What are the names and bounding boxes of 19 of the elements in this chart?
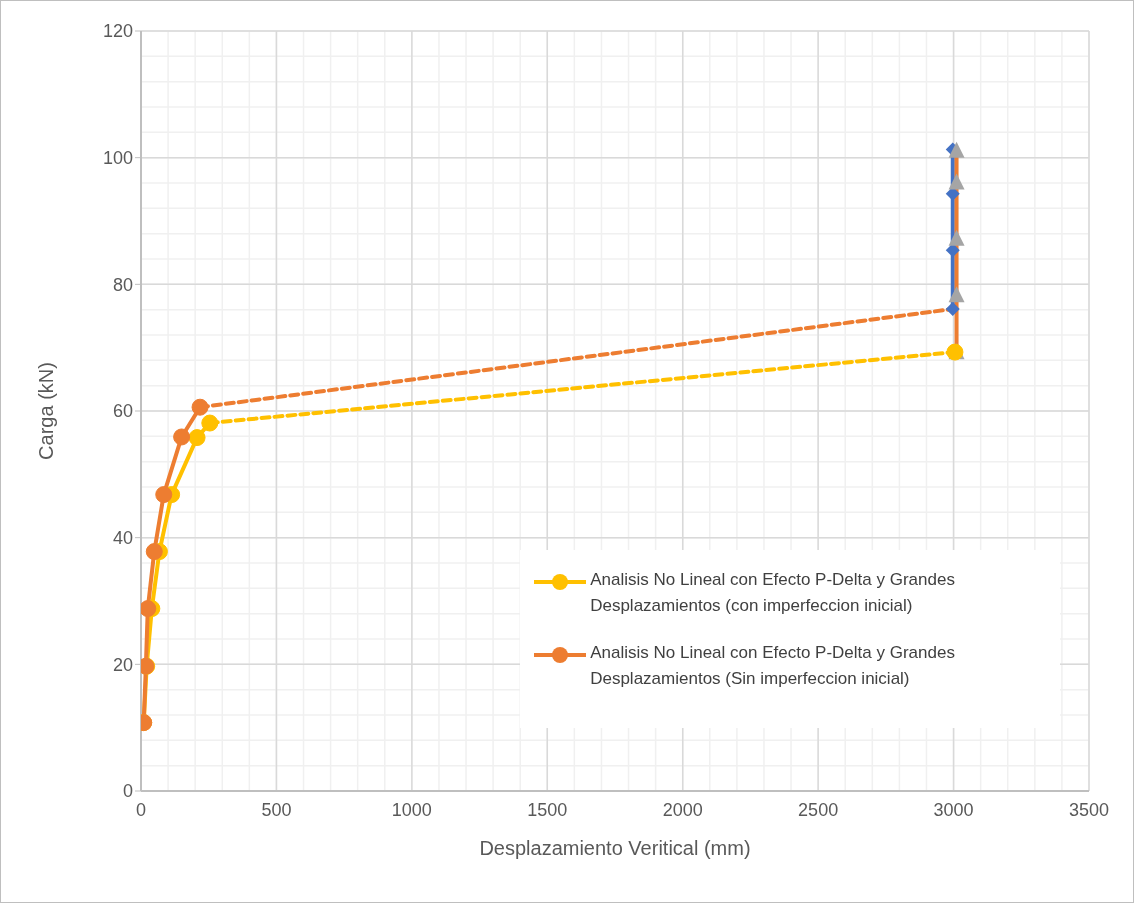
y-tick-label: 0 — [122, 781, 133, 802]
legend-label: Analisis No Lineal con Efecto P-Delta y Grandes Desplazamientos (Sin imperfeccion inicial) — [590, 642, 956, 691]
x-tick-label: 2000 — [662, 799, 703, 820]
y-tick-label: 60 — [112, 401, 133, 422]
y-tick-label: 100 — [102, 148, 133, 169]
y-tick-label: 120 — [102, 21, 133, 42]
y-tick-label: 80 — [112, 274, 133, 295]
y-tick-label: 40 — [112, 528, 133, 549]
x-tick-label: 3500 — [1068, 799, 1110, 820]
x-tick-label: 0 — [135, 799, 147, 820]
x-tick-label: 1500 — [527, 799, 568, 820]
y-tick-label: 20 — [112, 654, 133, 675]
x-tick-label: 1000 — [391, 799, 432, 820]
x-tick-label: 500 — [261, 799, 292, 820]
x-tick-label: 2500 — [798, 799, 839, 820]
legend-label: Analisis No Lineal con Efecto P-Delta y Grandes Desplazamientos (con imperfeccion inicial) — [590, 569, 956, 618]
y-axis-title: Carga (kN) — [35, 362, 58, 460]
x-tick-label: 3000 — [933, 799, 974, 820]
x-axis-title: Desplazamiento Veritical (mm) — [479, 837, 751, 860]
